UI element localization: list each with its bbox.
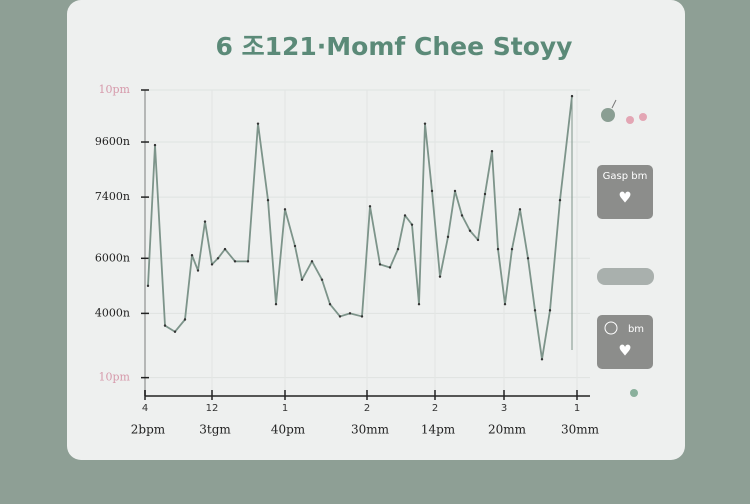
point (146, 284, 150, 288)
point (338, 315, 342, 318)
y-tick-label: 10pm (99, 83, 131, 96)
x-tick-label: 2 (432, 403, 438, 414)
chart-title: 6 조121·Momf Chee Stoyy (216, 32, 573, 61)
icon (601, 108, 615, 122)
point (403, 214, 407, 217)
x-tick-label: 4 (142, 403, 148, 414)
side-card-label: bm (628, 324, 644, 335)
point (368, 205, 372, 208)
point (476, 238, 480, 242)
x-tick-sublabel: 2bpm (131, 423, 166, 437)
point (503, 303, 507, 306)
point (396, 247, 400, 251)
heart: ♥ (618, 342, 631, 360)
point (446, 235, 450, 239)
x-tick-sublabel: 3tgm (199, 423, 231, 437)
point (388, 266, 392, 269)
y-tick-label: 7400n (95, 190, 130, 203)
x-tick-label: 2 (364, 403, 370, 414)
point (490, 150, 494, 153)
point (173, 330, 177, 333)
point (518, 208, 522, 211)
point (438, 275, 442, 278)
y-tick-label: 9600n (95, 135, 130, 148)
icon (626, 116, 634, 124)
card (67, 0, 685, 460)
point (360, 315, 364, 318)
point (163, 324, 167, 327)
point (483, 192, 487, 196)
point (348, 312, 352, 315)
point (453, 189, 457, 193)
x-tick-sublabel: 14pm (421, 423, 456, 437)
point (190, 254, 194, 257)
side-card[interactable] (597, 165, 653, 219)
pill[interactable] (597, 268, 654, 285)
point (246, 260, 250, 263)
point (256, 122, 260, 125)
point (300, 278, 304, 281)
side-card[interactable] (597, 315, 653, 369)
icon (630, 389, 638, 397)
x-tick-sublabel: 30mm (351, 423, 390, 437)
point (216, 257, 220, 260)
point (266, 198, 270, 202)
x-tick-sublabel: 30mm (561, 423, 600, 437)
heart: ♥ (618, 189, 631, 207)
y-tick-label: 10pm (99, 371, 131, 384)
point (203, 220, 207, 223)
point (417, 303, 421, 306)
x-tick-label: 1 (574, 403, 580, 414)
point (283, 208, 287, 211)
point (378, 263, 382, 266)
point (570, 94, 574, 98)
point (540, 358, 544, 361)
point (183, 318, 187, 321)
point (526, 257, 530, 260)
x-tick-label: 12 (206, 403, 219, 414)
icon (604, 321, 618, 335)
point (328, 303, 332, 306)
x-tick-sublabel: 40pm (271, 423, 306, 437)
point (510, 247, 514, 251)
icon (611, 99, 617, 109)
x-tick-label: 3 (501, 403, 507, 414)
point (153, 143, 157, 147)
point (548, 309, 552, 312)
point (460, 214, 464, 217)
point (423, 122, 427, 125)
point (210, 263, 214, 266)
icon (639, 113, 647, 121)
point (293, 244, 297, 248)
point (196, 269, 200, 272)
y-tick-label: 6000n (95, 251, 130, 264)
point (533, 309, 537, 312)
x-tick-sublabel: 20mm (488, 423, 527, 437)
point (310, 260, 314, 263)
point (430, 189, 434, 193)
point (558, 198, 562, 202)
point (496, 247, 500, 251)
point (410, 223, 414, 226)
point (233, 260, 237, 263)
y-tick-label: 4000n (95, 306, 130, 319)
series-line (147, 96, 573, 361)
point (468, 229, 472, 232)
point (223, 247, 227, 251)
point (274, 303, 278, 306)
side-card-label: Gasp bm (603, 171, 648, 182)
point (320, 278, 324, 281)
x-tick-label: 1 (282, 403, 288, 414)
